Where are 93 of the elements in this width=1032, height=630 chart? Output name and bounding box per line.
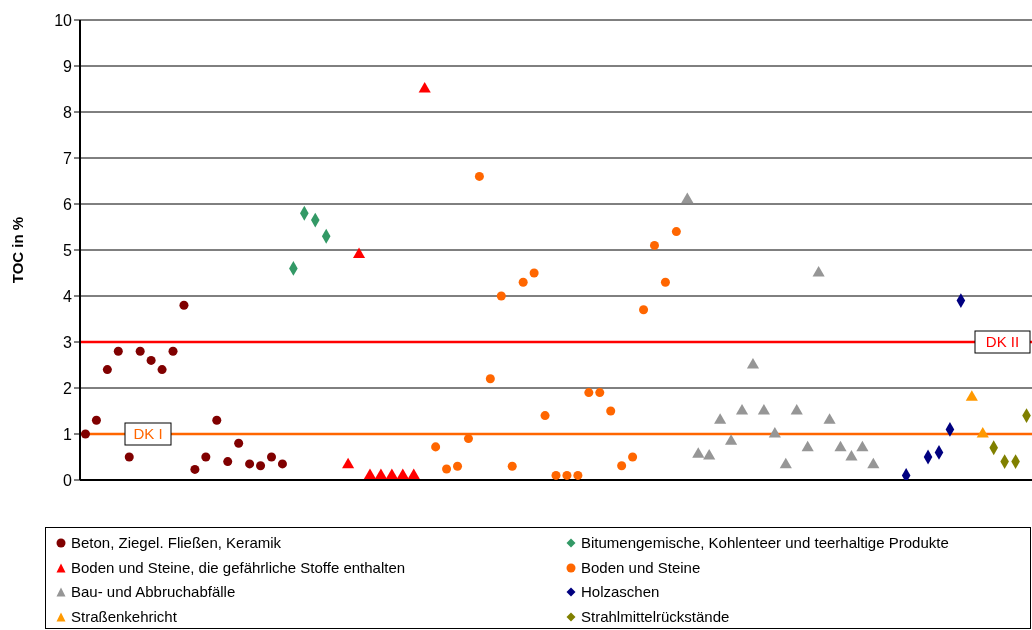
point [157,365,167,375]
point [234,438,244,448]
point [91,415,101,425]
point [277,459,287,469]
point [223,457,233,467]
point [80,429,90,439]
point [628,452,638,462]
point [901,467,911,480]
point [606,406,616,416]
y-tick-label: 3 [63,333,73,351]
point [124,452,134,462]
ref-line-label: DK II [985,333,1020,350]
point [965,390,978,401]
y-tick-label: 5 [63,241,73,259]
y-tick-label: 7 [63,149,73,167]
point [474,171,484,181]
point [352,247,366,259]
y-tick-label: 2 [63,379,73,397]
legend-label: Bau- und Abbruchabfälle [71,582,236,603]
point [768,426,781,438]
y-tick-label: 10 [54,11,73,29]
legend-label: Holzaschen [581,582,660,603]
point [212,415,222,425]
point [485,374,495,384]
point [812,265,825,277]
point [681,192,694,203]
point [496,291,506,301]
point [573,470,583,480]
point [649,240,659,250]
legend-label: Beton, Ziegel. Fließen, Keramik [71,533,282,554]
point [735,403,749,415]
legend-label: Boden und Steine, die gefährliche Stoffe enthalten [71,557,406,578]
point [342,457,355,469]
point [703,449,716,460]
point [442,464,452,474]
point [540,411,550,421]
point [595,388,605,398]
point [639,305,649,315]
point [190,464,200,474]
point [867,457,880,469]
y-tick-label: 1 [63,425,73,443]
point [856,440,869,452]
point [168,346,178,356]
point [714,413,727,424]
point [201,452,211,462]
y-tick-label: 6 [63,195,73,213]
y-tick-label: 4 [63,287,73,305]
y-tick-label: 0 [63,471,73,489]
y-tick-label: 9 [63,57,73,75]
point [146,355,156,365]
legend-label: Boden und Steine [581,557,701,578]
legend-label: Bitumengemische, Kohlenteer und teerhaltige Produkte [581,533,949,554]
point [453,461,463,471]
point [256,461,266,471]
point [374,468,387,479]
point [671,227,681,237]
point [660,277,670,287]
point [823,413,836,424]
ref-line-label: DK I [133,425,163,442]
point [102,365,112,375]
point [584,388,594,398]
point [407,468,420,479]
point [135,346,145,356]
point [463,434,473,444]
point [976,426,989,438]
point [617,461,627,471]
legend-label: Strahlmittelrückstände [581,606,730,627]
y-axis-title: TOC in % [9,216,27,284]
point [113,346,123,356]
point [266,452,277,462]
point [746,357,760,369]
point [179,300,189,310]
point [779,457,792,469]
point [834,440,847,452]
legend-label: Straßenkehricht [71,606,177,627]
point [396,468,409,479]
point [363,468,377,479]
point [518,277,528,287]
point [431,442,441,452]
point [757,403,770,415]
point [801,440,814,452]
point [725,434,738,445]
point [551,470,561,480]
point [507,461,517,471]
point [562,470,572,480]
point [529,268,539,278]
point [845,449,858,461]
point [692,447,705,458]
y-tick-label: 8 [63,103,73,121]
point [245,459,255,469]
point [418,81,431,93]
point [385,468,398,479]
point [790,403,803,415]
